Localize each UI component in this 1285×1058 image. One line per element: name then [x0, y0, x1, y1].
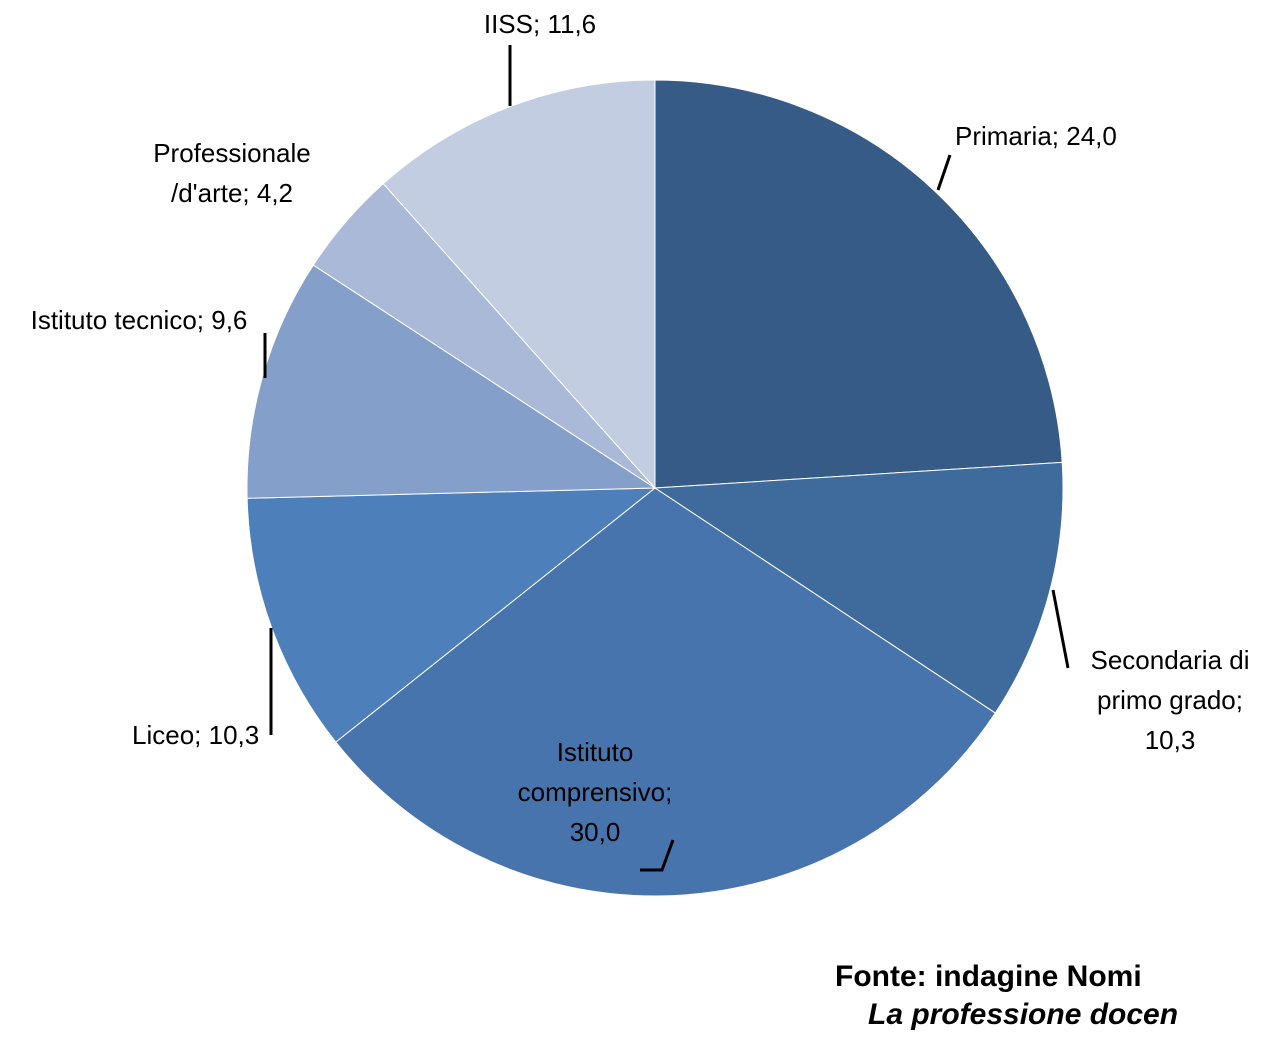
pie-slice	[246, 487, 657, 743]
data-label: Istituto tecnico; 9,6	[14, 300, 264, 340]
value-label: 24,0	[1066, 121, 1117, 151]
leader-line	[1051, 589, 1070, 669]
data-label: Secondaria di primo grado; 10,3	[1070, 640, 1270, 760]
data-label: Professionale /d'arte; 4,2	[122, 133, 342, 213]
data-label: Liceo; 10,3	[132, 715, 332, 755]
value-label: 11,6	[547, 9, 597, 39]
separator: ;	[196, 305, 212, 335]
separator: ;	[665, 777, 673, 807]
leader-line	[640, 839, 675, 872]
category-name: Secondaria di primo grado	[1090, 645, 1250, 715]
separator: ;	[194, 720, 209, 750]
separator: ;	[1235, 685, 1243, 715]
separator: ;	[242, 178, 257, 208]
source-text: Fonte: indagine Nomi	[835, 960, 1142, 993]
category-name: IISS	[483, 9, 533, 39]
pie-slice	[382, 79, 656, 490]
value-label: 30,0	[569, 817, 621, 847]
data-label: IISS; 11,6	[440, 4, 640, 44]
value-label: 10,3	[208, 720, 260, 750]
category-name: Istituto comprensivo	[517, 737, 666, 807]
data-label: Primaria; 24,0	[955, 116, 1215, 156]
leader-line	[936, 154, 952, 191]
pie	[246, 79, 1064, 897]
category-name: Istituto tecnico	[30, 305, 197, 335]
value-label: 4,2	[256, 178, 294, 208]
source-text: La professione docen	[868, 998, 1179, 1031]
value-label: 10,3	[1144, 725, 1196, 755]
separator: ;	[1051, 121, 1067, 151]
category-name: Liceo	[132, 720, 195, 750]
pie-slice	[654, 79, 1063, 489]
category-name: Primaria	[955, 121, 1052, 151]
data-label: Istituto comprensivo; 30,0	[490, 732, 700, 852]
pie-slice	[335, 487, 996, 897]
separator: ;	[533, 9, 548, 39]
pie-slice	[653, 461, 1064, 714]
category-name: Professionale /d'arte	[153, 138, 311, 208]
pie-slice	[246, 264, 657, 499]
value-label: 9,6	[211, 305, 248, 335]
leader-lines	[263, 45, 1070, 872]
